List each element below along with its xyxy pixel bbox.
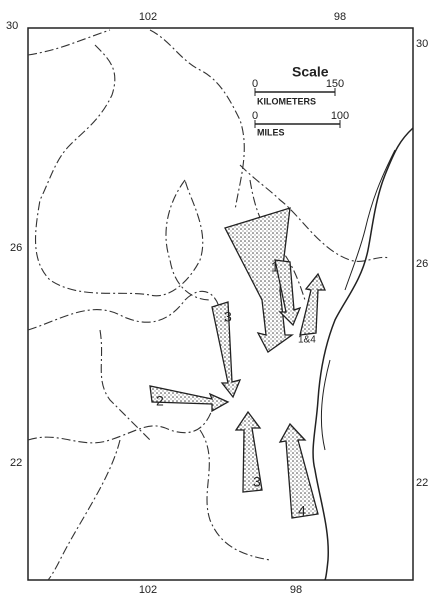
map-frame bbox=[27, 27, 414, 581]
latitude-label: 22 bbox=[416, 477, 428, 489]
arrow-3b bbox=[234, 410, 263, 493]
arrow-label: 2 bbox=[156, 393, 164, 409]
barrier-island bbox=[344, 149, 396, 291]
scale-label: 100 bbox=[331, 110, 349, 122]
scale-title: Scale bbox=[292, 64, 329, 80]
latitude-label: 26 bbox=[416, 258, 428, 270]
arrow-3 bbox=[211, 301, 242, 399]
longitude-label: 98 bbox=[334, 11, 346, 23]
scale-label: 0 bbox=[252, 110, 258, 122]
longitude-label: 102 bbox=[139, 11, 157, 23]
arrow-1 bbox=[224, 207, 295, 353]
latitude-label: 26 bbox=[10, 242, 22, 254]
arrow-2 bbox=[149, 385, 230, 413]
longitude-label: 102 bbox=[139, 584, 157, 596]
coastline bbox=[312, 127, 414, 581]
latitude-label: 22 bbox=[10, 457, 22, 469]
arrow-label: 1 bbox=[271, 259, 279, 275]
barrier-island bbox=[320, 359, 331, 451]
arrow-label: 4 bbox=[298, 503, 306, 519]
arrow-4 bbox=[278, 422, 319, 519]
boundaries bbox=[27, 29, 391, 581]
scale-bar: Scale 0 150 KILOMETERS 0 100 MILES bbox=[252, 64, 349, 138]
scale-label: 150 bbox=[326, 78, 344, 90]
scale-unit: MILES bbox=[257, 127, 285, 137]
arrow-1b bbox=[274, 259, 302, 327]
latitude-label: 30 bbox=[6, 20, 18, 32]
arrows bbox=[149, 207, 326, 519]
arrow-label: 3 bbox=[253, 474, 261, 490]
arrow-label: 3 bbox=[224, 309, 232, 325]
latitude-label: 30 bbox=[416, 38, 428, 50]
longitude-label: 98 bbox=[290, 584, 302, 596]
arrow-1-4 bbox=[299, 272, 326, 336]
arrow-label: 1&4 bbox=[298, 335, 316, 346]
scale-unit: KILOMETERS bbox=[257, 96, 316, 106]
scale-label: 0 bbox=[252, 78, 258, 90]
